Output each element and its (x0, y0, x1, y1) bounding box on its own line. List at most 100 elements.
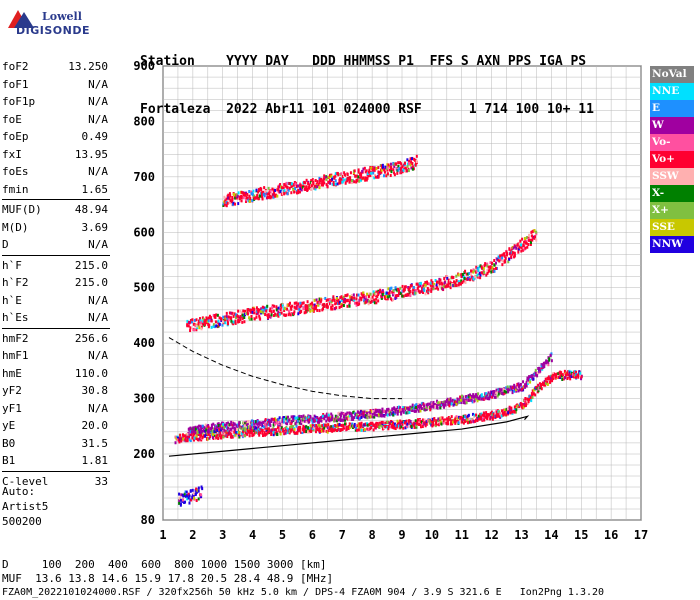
echo-point (190, 498, 193, 502)
echo-point (275, 193, 278, 197)
echo-point (541, 382, 544, 386)
echo-point (229, 194, 232, 198)
echo-point (343, 173, 346, 177)
echo-point (235, 430, 238, 434)
echo-point (305, 187, 308, 191)
echo-point (368, 412, 371, 416)
echo-point (332, 176, 335, 180)
param-row-fof2: foF2 13.250 (2, 58, 112, 76)
echo-point (395, 295, 398, 299)
echo-point (337, 428, 340, 432)
echo-point (252, 317, 255, 321)
echo-point (491, 413, 494, 417)
echo-point (227, 432, 230, 436)
echo-point (332, 428, 335, 432)
echo-point (345, 416, 348, 420)
echo-point (263, 186, 266, 190)
echo-point (204, 319, 207, 323)
echo-point (455, 279, 458, 283)
echo-point (342, 295, 345, 299)
echo-point (569, 372, 572, 376)
echo-point (296, 191, 299, 195)
echo-point (476, 393, 479, 397)
echo-point (355, 297, 358, 301)
echo-point (544, 383, 547, 387)
echo-point (518, 242, 521, 246)
echo-point (400, 171, 403, 175)
echo-point (348, 180, 351, 184)
echo-point (450, 415, 453, 419)
echo-point (371, 421, 374, 425)
echo-point (242, 434, 245, 438)
echo-point (427, 291, 430, 295)
echo-point (505, 250, 508, 254)
echo-point (280, 422, 283, 426)
echo-point (381, 424, 384, 428)
echo-point (378, 421, 381, 425)
echo-point (408, 162, 411, 166)
echo-point (261, 195, 264, 199)
echo-point (262, 420, 265, 424)
echo-point (189, 320, 192, 324)
param-label: h`Es (2, 311, 29, 324)
echo-point (276, 194, 279, 198)
param-label: B0 (2, 436, 16, 450)
echo-point (323, 174, 326, 178)
echo-point (259, 317, 262, 321)
echo-point (466, 414, 469, 418)
echo-point (503, 411, 506, 415)
echo-point (542, 365, 545, 369)
echo-point (423, 418, 426, 422)
echo-point (509, 409, 512, 413)
echo-point (283, 418, 286, 422)
echo-point (522, 244, 525, 248)
echo-point (425, 403, 428, 407)
echo-point (266, 195, 269, 199)
echo-point (352, 424, 355, 428)
echo-point (305, 420, 308, 424)
echo-point (229, 423, 232, 427)
echo-point (186, 439, 189, 443)
echo-point (396, 419, 399, 423)
echo-point (438, 277, 441, 281)
echo-point (191, 436, 194, 440)
echo-point (353, 424, 356, 428)
legend-item-vo-: Vo+ (650, 151, 694, 168)
echo-point (315, 304, 318, 308)
echo-point (405, 411, 408, 415)
echo-point (285, 429, 288, 433)
param-label: foF2 (2, 60, 29, 73)
echo-point (366, 416, 369, 420)
echo-point (241, 315, 244, 319)
echo-point (471, 418, 474, 422)
echo-point (490, 268, 493, 272)
echo-point (215, 428, 218, 432)
echo-point (417, 403, 420, 407)
echo-point (415, 282, 418, 286)
echo-point (486, 271, 489, 275)
echo-point (277, 312, 280, 316)
param-row-h-es: h`Es N/A (2, 309, 112, 327)
param-row-hme: hmE 110.0 (2, 365, 112, 383)
echo-point (363, 299, 366, 303)
echo-point (303, 311, 306, 315)
echo-point (222, 203, 225, 207)
echo-point (249, 310, 252, 314)
echo-point (332, 180, 335, 184)
echo-point (230, 311, 233, 315)
echo-point (510, 387, 513, 391)
echo-point (269, 424, 272, 428)
echo-point (366, 292, 369, 296)
echo-point (220, 428, 223, 432)
echo-point (275, 430, 278, 434)
echo-point (320, 419, 323, 423)
echo-point (265, 309, 268, 313)
echo-point (447, 282, 450, 286)
echo-point (266, 316, 269, 320)
echo-point (263, 308, 266, 312)
echo-point (345, 412, 348, 416)
echo-point (349, 295, 352, 299)
echo-point (373, 168, 376, 172)
echo-point (515, 410, 518, 414)
echo-point (496, 390, 499, 394)
